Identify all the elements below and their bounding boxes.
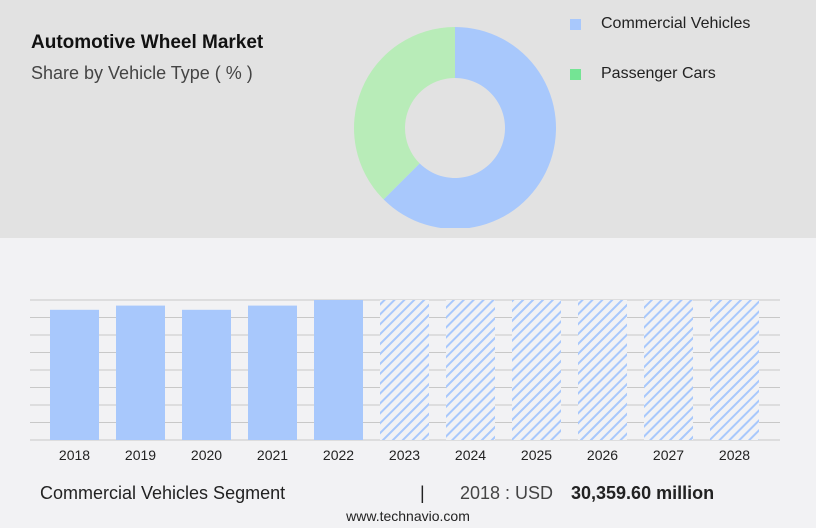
footer-value: 30,359.60 million [571, 483, 715, 503]
x-tick-label: 2024 [455, 447, 486, 463]
x-tick-label: 2027 [653, 447, 684, 463]
x-tick-label: 2018 [59, 447, 90, 463]
bar-2023 [380, 300, 429, 440]
x-tick-label: 2025 [521, 447, 552, 463]
x-tick-label: 2020 [191, 447, 222, 463]
bar-2026 [578, 300, 627, 440]
bar-2027 [644, 300, 693, 440]
bar-2021 [248, 305, 297, 440]
bar-2025 [512, 300, 561, 440]
legend-swatch [570, 68, 581, 80]
donut-slice-passenger-cars [353, 27, 455, 200]
x-tick-label: 2021 [257, 447, 288, 463]
x-tick-label: 2019 [125, 447, 156, 463]
bar-2028 [710, 300, 759, 440]
x-tick-label: 2028 [719, 447, 750, 463]
legend-label: Commercial Vehicles [601, 15, 751, 32]
x-tick-label: 2023 [389, 447, 420, 463]
chart-title: Automotive Wheel Market [31, 32, 264, 53]
legend-swatch [570, 18, 581, 30]
footer-separator: | [420, 483, 425, 503]
bar-2019 [116, 305, 165, 440]
site-url: www.technavio.com [346, 508, 470, 524]
footer-segment: Commercial Vehicles Segment [40, 483, 286, 503]
footer-year: 2018 : USD [460, 483, 554, 503]
legend-label: Passenger Cars [601, 65, 716, 82]
legend-passenger: Passenger Cars [570, 65, 716, 83]
x-tick-label: 2022 [323, 447, 354, 463]
bar-2018 [50, 309, 99, 440]
legend-commercial: Commercial Vehicles [570, 15, 750, 33]
x-tick-label: 2026 [587, 447, 618, 463]
chart-subtitle: Share by Vehicle Type ( % ) [31, 63, 253, 83]
bar-2024 [446, 300, 495, 440]
bar-2020 [182, 309, 231, 440]
bar-2022 [314, 300, 363, 440]
donut-slice-commercial-vehicles [383, 27, 556, 228]
